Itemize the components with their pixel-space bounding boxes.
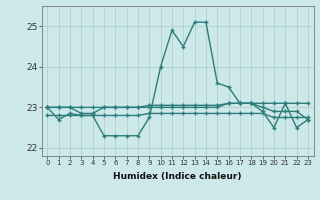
- X-axis label: Humidex (Indice chaleur): Humidex (Indice chaleur): [113, 172, 242, 181]
